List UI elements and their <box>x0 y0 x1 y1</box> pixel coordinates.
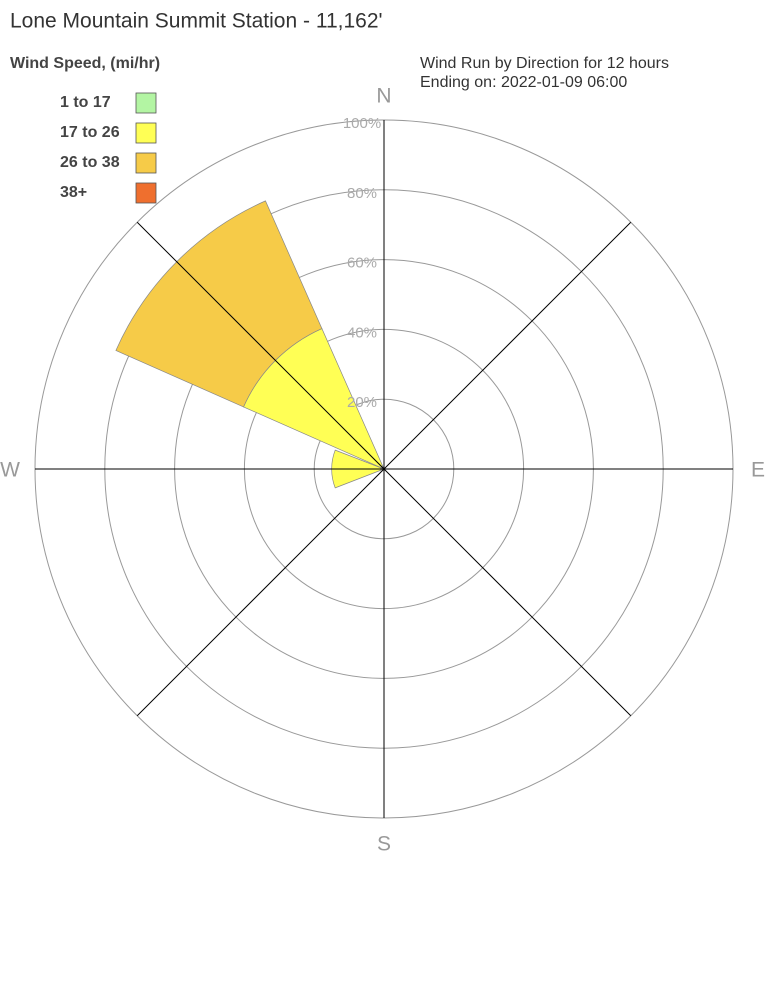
subtitle: Ending on: 2022-01-09 06:00 <box>420 74 627 91</box>
spoke <box>136 468 385 717</box>
spoke <box>136 221 385 470</box>
legend-swatch <box>135 92 157 114</box>
legend-label: 1 to 17 <box>60 94 111 111</box>
direction-label: S <box>377 833 391 856</box>
legend-title: Wind Speed, (mi/hr) <box>10 55 160 72</box>
chart-title: Lone Mountain Summit Station - 11,162' <box>10 10 383 33</box>
legend-swatch <box>135 122 157 144</box>
direction-label: W <box>0 459 20 482</box>
r-tick-label: 20% <box>347 394 377 411</box>
labels: 20% 40% 60% 80% 100% N E S W <box>0 85 765 856</box>
spoke <box>383 468 632 717</box>
r-tick-label: 100% <box>343 115 381 132</box>
legend-label: 17 to 26 <box>60 124 120 141</box>
subtitle: Wind Run by Direction for 12 hours <box>420 55 669 72</box>
direction-label: N <box>376 85 391 108</box>
r-tick-label: 60% <box>347 255 377 272</box>
direction-label: E <box>751 459 765 482</box>
spoke <box>383 221 632 470</box>
legend-label: 38+ <box>60 184 87 201</box>
r-tick-label: 40% <box>347 324 377 341</box>
legend-swatch <box>135 152 157 174</box>
legend-swatch <box>135 182 157 204</box>
r-tick-label: 80% <box>347 185 377 202</box>
legend-label: 26 to 38 <box>60 154 120 171</box>
wedges <box>115 200 385 489</box>
